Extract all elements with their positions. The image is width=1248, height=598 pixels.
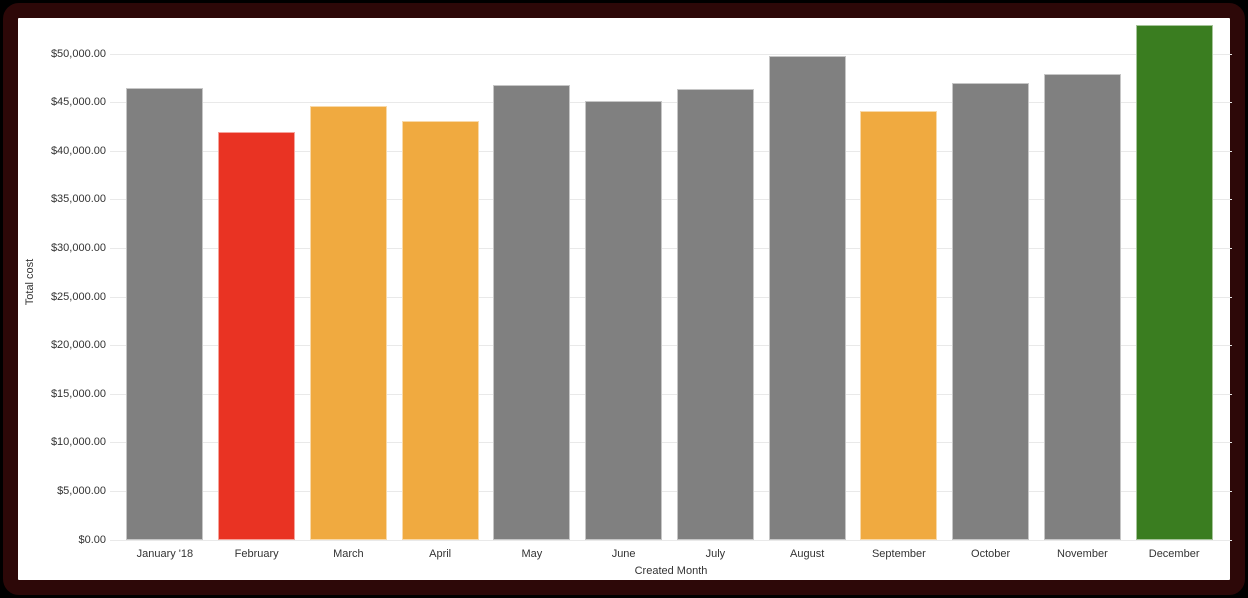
y-tick-label: $35,000.00 <box>50 193 106 206</box>
bar[interactable] <box>1043 73 1121 540</box>
x-tick-label: January '18 <box>136 548 194 560</box>
x-tick-label: October <box>971 548 1011 560</box>
gridline <box>110 53 1232 55</box>
x-tick-label: December <box>1148 548 1200 560</box>
x-tick-label: November <box>1057 548 1108 560</box>
x-axis-title: Created Month <box>634 565 708 577</box>
gridline <box>110 296 1232 298</box>
gridline <box>110 539 1232 541</box>
bar[interactable] <box>952 83 1030 540</box>
gridline <box>110 247 1232 249</box>
bar[interactable] <box>309 105 387 540</box>
gridline <box>110 199 1232 201</box>
y-tick-label: $45,000.00 <box>50 96 106 109</box>
bar[interactable] <box>1135 25 1213 540</box>
gridline <box>110 393 1232 395</box>
y-tick-label: $50,000.00 <box>50 47 106 60</box>
x-tick-label: September <box>871 548 926 560</box>
y-tick-label: $30,000.00 <box>50 241 106 254</box>
chart-card: Total cost Created Month $0.00 $5,000.00 $… <box>3 3 1245 595</box>
bar[interactable] <box>218 131 296 540</box>
y-tick-label: $5,000.00 <box>57 484 106 497</box>
x-tick-label: June <box>611 548 636 560</box>
x-tick-label: February <box>234 548 279 560</box>
y-tick-label: $0.00 <box>78 533 106 546</box>
x-tick-label: August <box>790 548 825 560</box>
x-tick-label: March <box>333 548 364 560</box>
gridline <box>110 150 1232 152</box>
x-tick-label: April <box>429 548 452 560</box>
bar[interactable] <box>768 56 846 540</box>
bar[interactable] <box>493 85 571 540</box>
gridline <box>110 345 1232 347</box>
bar[interactable] <box>401 121 479 540</box>
x-tick-label: July <box>705 548 726 560</box>
y-tick-label: $40,000.00 <box>50 144 106 157</box>
y-tick-label: $10,000.00 <box>50 436 106 449</box>
gridline <box>110 442 1232 444</box>
bar[interactable] <box>585 100 663 540</box>
bar[interactable] <box>676 89 754 540</box>
bar[interactable] <box>126 88 204 540</box>
x-tick-label: May <box>521 548 543 560</box>
y-tick-label: $15,000.00 <box>50 387 106 400</box>
bar[interactable] <box>860 111 938 540</box>
gridline <box>110 490 1232 492</box>
y-tick-label: $25,000.00 <box>50 290 106 303</box>
gridline <box>110 102 1232 104</box>
y-tick-label: $20,000.00 <box>50 339 106 352</box>
